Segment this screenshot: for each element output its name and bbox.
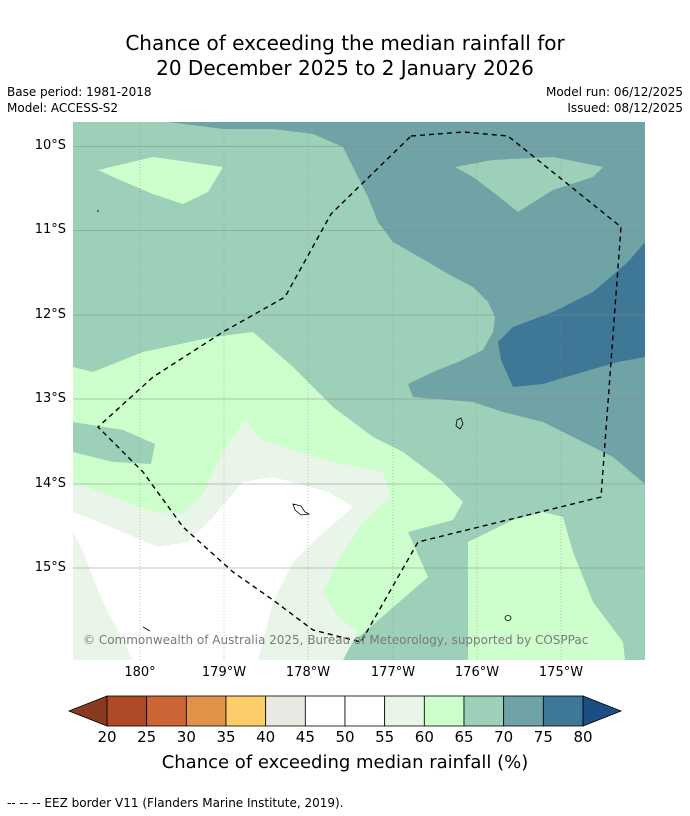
lon-label: 176°W <box>454 665 500 680</box>
lat-label: 15°S <box>34 560 66 575</box>
colorbar-tick: 70 <box>494 728 514 746</box>
lat-label: 13°S <box>34 391 66 406</box>
region-70-75 <box>168 122 645 484</box>
issued-date: Issued: 08/12/2025 <box>567 101 683 115</box>
colorbar-cell <box>423 695 465 727</box>
colorbar-tick: 50 <box>335 728 355 746</box>
eez-border <box>96 131 622 643</box>
chart-title: Chance of exceeding the median rainfall … <box>0 31 690 81</box>
island <box>292 503 311 516</box>
colorbar-tick: 35 <box>216 728 236 746</box>
colorbar-tick: 55 <box>375 728 395 746</box>
rainfall-map <box>73 122 645 660</box>
island <box>455 417 464 430</box>
colorbar-cell <box>225 695 267 727</box>
base-period: Base period: 1981-2018 <box>7 85 152 99</box>
model-name: Model: ACCESS-S2 <box>7 101 119 115</box>
footer-note: -- -- -- EEZ border V11 (Flanders Marine… <box>7 796 344 810</box>
region-50-55 <box>73 477 353 660</box>
colorbar-cell <box>185 695 227 727</box>
lon-label: 177°W <box>370 665 416 680</box>
region-65-70-island <box>455 157 603 212</box>
colorbar-tick: 80 <box>573 728 593 746</box>
lon-label: 179°W <box>201 665 247 680</box>
lon-label: 178°W <box>285 665 331 680</box>
island <box>504 615 512 621</box>
lon-label: 180° <box>124 665 156 680</box>
colorbar-cell <box>106 695 148 727</box>
colorbar-cell <box>344 695 386 727</box>
colorbar-high-extend <box>582 695 623 727</box>
model-run: Model run: 06/12/2025 <box>545 85 683 99</box>
lat-label: 10°S <box>34 138 66 153</box>
region-60-65-southeast <box>468 512 625 660</box>
colorbar-cell <box>384 695 425 727</box>
colorbar-low-extend <box>67 695 108 727</box>
meta-right: Model run: 06/12/2025 Issued: 08/12/2025 <box>546 84 683 116</box>
lon-label: 175°W <box>538 665 584 680</box>
lat-label: 11°S <box>34 222 66 237</box>
island <box>97 210 99 212</box>
meta-left: Base period: 1981-2018 Model: ACCESS-S2 <box>7 84 152 116</box>
grid <box>73 122 645 660</box>
colorbar-tick: 60 <box>414 728 434 746</box>
island <box>142 626 151 632</box>
region-60-65-northwest <box>98 157 223 204</box>
colorbar-tick: 25 <box>137 728 157 746</box>
region-75-80 <box>498 242 645 387</box>
colorbar <box>67 695 623 727</box>
colorbar-tick: 40 <box>256 728 276 746</box>
colorbar-tick: 30 <box>176 728 196 746</box>
copyright-notice: © Commonwealth of Australia 2025, Bureau… <box>83 633 589 647</box>
colorbar-cell <box>265 695 306 727</box>
lat-label: 14°S <box>34 476 66 491</box>
colorbar-cell <box>542 695 584 727</box>
colorbar-cell <box>146 695 187 727</box>
colorbar-cell <box>503 695 544 727</box>
colorbar-tick: 65 <box>454 728 474 746</box>
lat-label: 12°S <box>34 307 66 322</box>
colorbar-tick: 45 <box>295 728 315 746</box>
colorbar-tick: 20 <box>97 728 117 746</box>
title-line-2: 20 December 2025 to 2 January 2026 <box>156 56 534 80</box>
colorbar-label: Chance of exceeding median rainfall (%) <box>161 752 529 773</box>
colorbar-cell <box>463 695 505 727</box>
title-line-1: Chance of exceeding the median rainfall … <box>125 31 565 55</box>
colorbar-tick: 75 <box>533 728 553 746</box>
colorbar-cell <box>304 695 346 727</box>
region-65-70-west <box>73 422 155 464</box>
